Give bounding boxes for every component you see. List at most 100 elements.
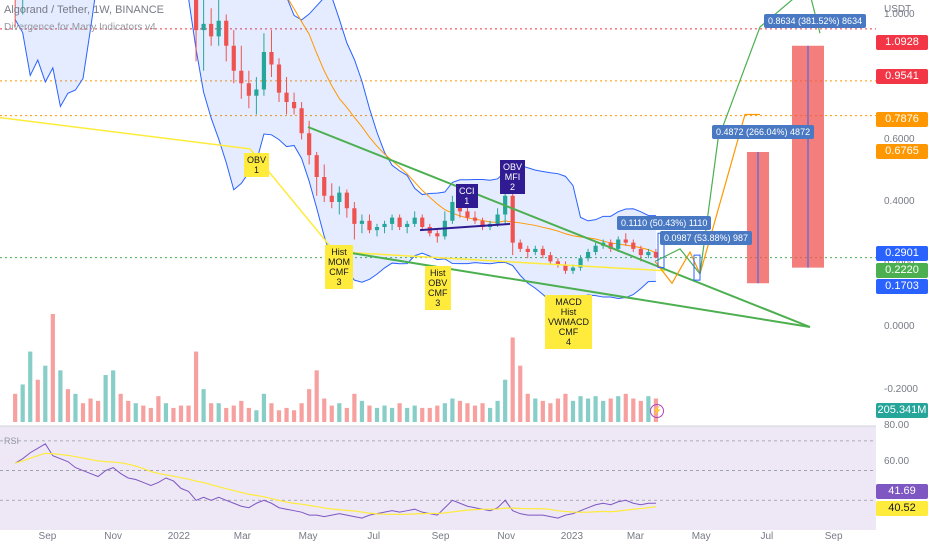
volume-bar — [246, 407, 251, 422]
candle-body — [412, 217, 417, 224]
volume-bar — [631, 398, 636, 422]
volume-bar — [261, 393, 267, 422]
divergence-tag-hist-obv: Hist OBV CMF 3 — [425, 266, 451, 310]
volume-bar — [95, 400, 101, 422]
moving-average-line — [288, 0, 657, 254]
candle-body — [616, 239, 621, 249]
candle-body — [608, 242, 613, 249]
x-tick-label: Nov — [497, 531, 516, 542]
volume-bar — [65, 389, 71, 422]
volume-bar — [585, 398, 591, 422]
volume-bar — [178, 405, 184, 422]
indicator-legend: Divergence for Many Indicators v4 — [4, 22, 156, 33]
volume-bar — [43, 365, 48, 422]
volume-bar — [193, 351, 199, 422]
volume-bar — [88, 398, 93, 422]
price-label: 0.7876 — [876, 112, 928, 127]
candle-body — [638, 248, 643, 256]
divergence-tag-obv: OBV 1 — [244, 153, 270, 177]
candle-body — [246, 83, 251, 96]
divergence-tag-obv-mfi: OBV MFI 2 — [500, 160, 526, 194]
x-tick-label: 2023 — [560, 531, 584, 542]
candle-body — [435, 233, 440, 237]
price-label: 0.1703 — [876, 279, 928, 294]
candle-body — [374, 227, 380, 231]
trendline-yellow — [0, 116, 251, 150]
price-label: 0.9541 — [876, 69, 928, 84]
candle-body — [216, 20, 221, 37]
candle-body — [276, 64, 282, 93]
rsi-line — [14, 443, 656, 519]
volume-bar — [555, 398, 561, 422]
candle-body — [299, 108, 304, 134]
volume-bar — [276, 410, 282, 422]
candle-body — [239, 70, 244, 84]
volume-bar — [616, 396, 621, 422]
volume-bar — [163, 403, 169, 422]
volume-bar — [646, 396, 651, 422]
rsi-level-80: 80.00 — [884, 420, 910, 431]
candle-body — [472, 217, 478, 221]
y-tick-label: 0.6000 — [884, 133, 915, 145]
x-tick-label: Nov — [104, 531, 123, 542]
rsi-pane-background — [0, 426, 876, 530]
volume-bar — [329, 405, 334, 422]
volume-bar — [80, 403, 86, 422]
candle-body — [261, 52, 267, 90]
measure-box-small — [693, 254, 701, 281]
candle-body — [329, 195, 334, 202]
candle-body — [201, 23, 206, 31]
rsi-ma-line — [14, 452, 656, 516]
candle-body — [631, 242, 636, 249]
lightning-icon[interactable]: ⚡ — [650, 404, 664, 418]
volume-bar — [563, 393, 568, 422]
volume-bar — [525, 393, 530, 422]
trendline-yellow — [339, 251, 666, 272]
volume-bar — [374, 407, 380, 422]
candle-body — [322, 177, 327, 196]
measurement-label: 0.0987 (53.88%) 987 — [660, 231, 753, 245]
volume-bar — [254, 410, 259, 422]
volume-bar — [457, 400, 463, 422]
volume-bar — [344, 407, 349, 422]
candle-body — [465, 211, 470, 218]
candle-body — [352, 208, 357, 224]
volume-bar — [397, 403, 402, 422]
candle-body — [314, 155, 319, 177]
candle-body — [525, 248, 530, 252]
candle-body — [578, 258, 583, 268]
volume-bar — [126, 400, 131, 422]
volume-bar — [141, 405, 146, 422]
volume-bar — [593, 396, 598, 422]
trendline-green — [344, 251, 811, 328]
x-tick-label: Sep — [38, 531, 57, 542]
candle-body — [307, 133, 312, 156]
volume-bar — [103, 375, 108, 422]
candle-body — [593, 245, 598, 252]
volume-bar — [389, 407, 395, 422]
candle-body — [480, 220, 485, 227]
candle-body — [224, 20, 229, 46]
volume-bar — [427, 407, 432, 422]
candle-body — [420, 217, 425, 227]
candle-body — [563, 264, 568, 271]
candle-body — [570, 267, 576, 271]
volume-bar — [442, 403, 447, 422]
volume-bar — [465, 403, 470, 422]
volume-bar — [50, 314, 55, 422]
candle-body — [518, 242, 523, 249]
volume-bar — [156, 396, 161, 422]
rsi-label: RSI — [4, 436, 20, 446]
volume-bar — [578, 396, 583, 422]
volume-bar — [322, 398, 327, 422]
price-label: 1.0928 — [876, 35, 928, 50]
volume-bar — [224, 407, 229, 422]
rsi-level-60: 60.00 — [884, 456, 910, 467]
y-tick-label: 0.0000 — [884, 321, 915, 332]
volume-bar — [480, 403, 485, 422]
volume-bar — [540, 400, 545, 422]
volume-bar — [284, 407, 289, 422]
candle-body — [193, 0, 199, 31]
